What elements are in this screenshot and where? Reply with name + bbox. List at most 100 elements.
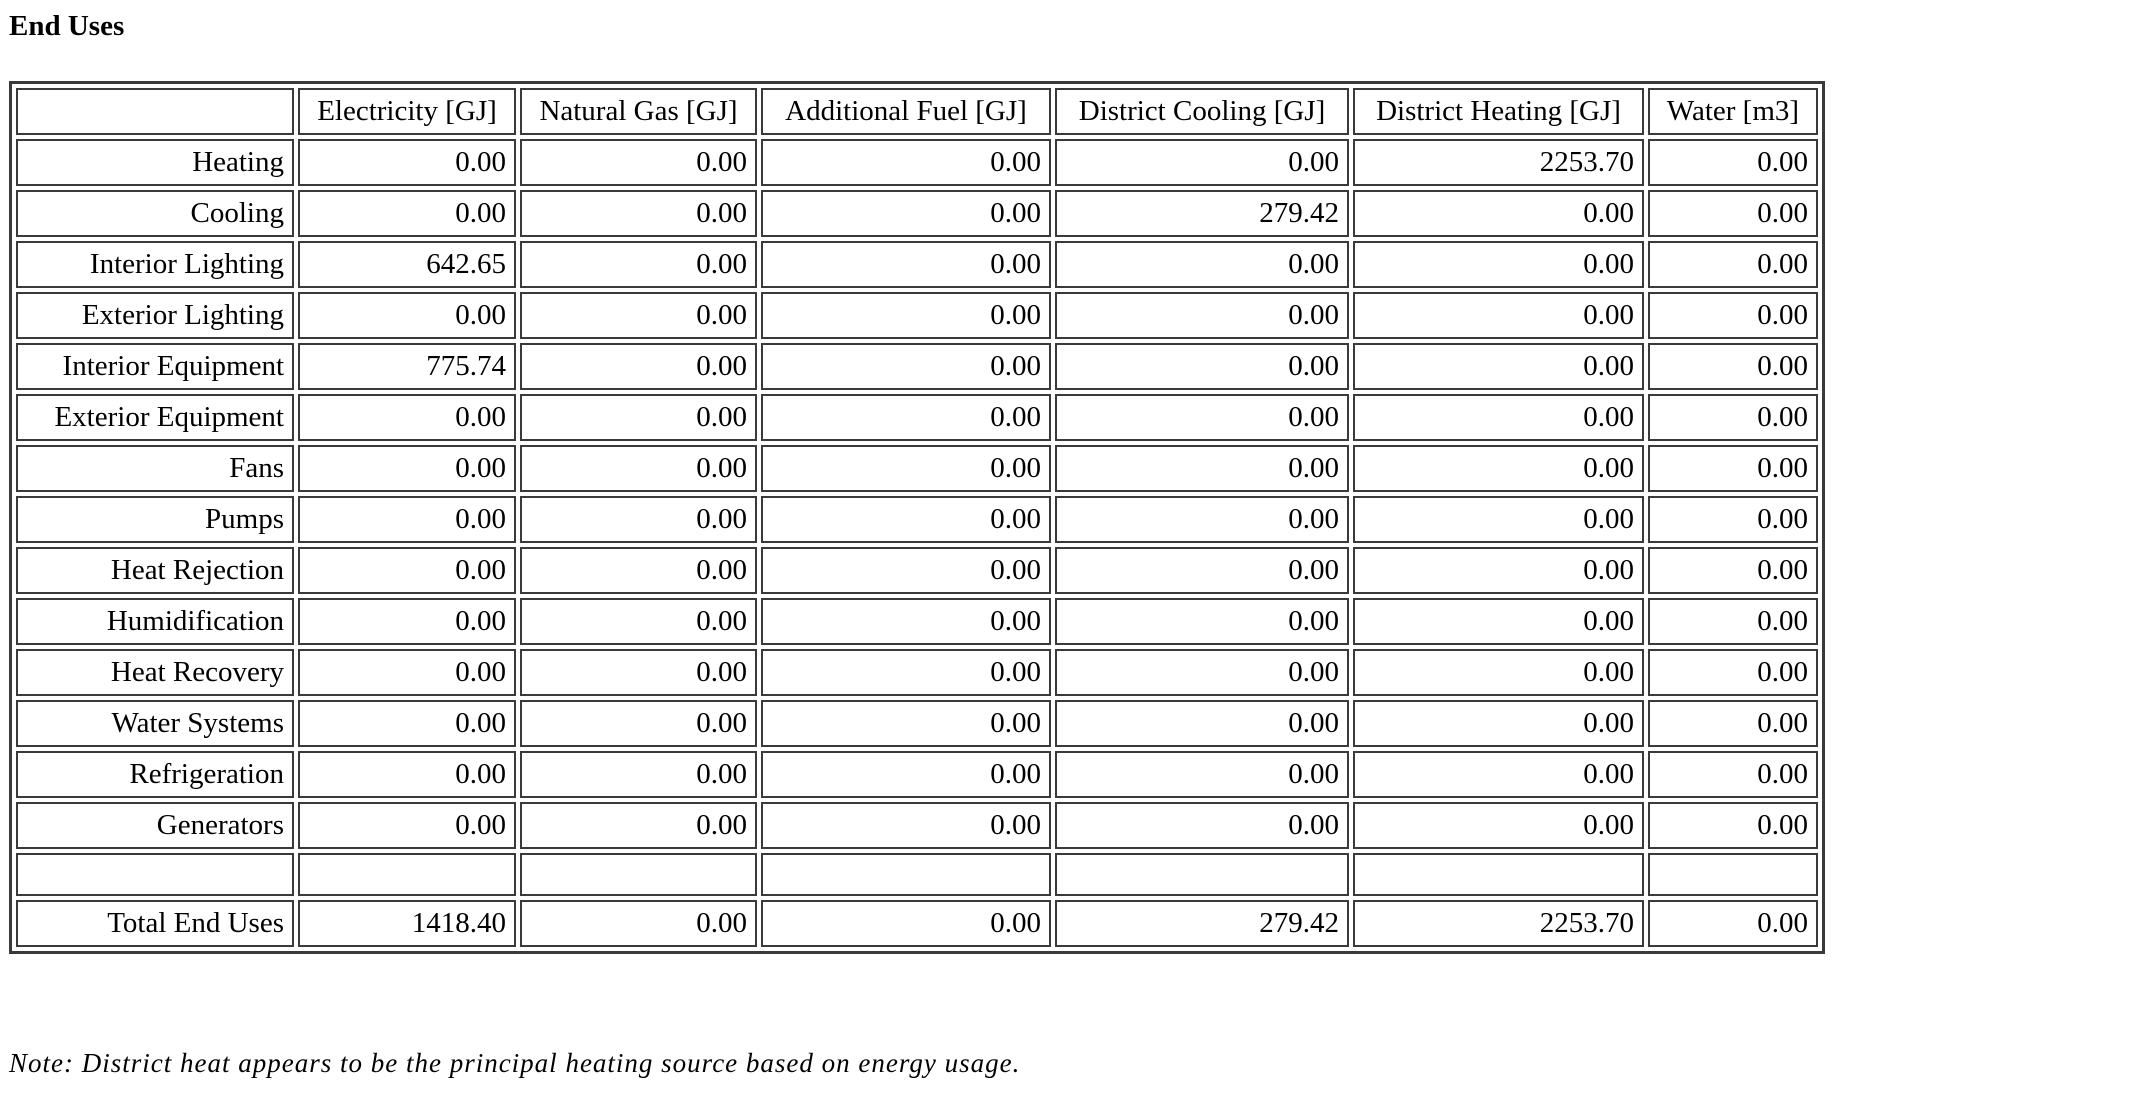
- table-cell: 0.00: [1648, 292, 1818, 339]
- table-cell: 2253.70: [1353, 139, 1644, 186]
- table-cell: 642.65: [298, 241, 516, 288]
- table-row: Interior Equipment 775.74 0.00 0.00 0.00 0.00…: [16, 343, 1818, 390]
- table-cell: 0.00: [1055, 547, 1349, 594]
- table-cell: 0.00: [761, 496, 1051, 543]
- table-cell: 0.00: [761, 802, 1051, 849]
- table-cell: 1418.40: [298, 900, 516, 947]
- table-row: Heat Recovery 0.00 0.00 0.00 0.00 0.00 0.00: [16, 649, 1818, 696]
- table-row: Pumps 0.00 0.00 0.00 0.00 0.00 0.00: [16, 496, 1818, 543]
- row-label-cell: Humidification: [16, 598, 294, 645]
- row-label-cell: Exterior Lighting: [16, 292, 294, 339]
- column-header-natural-gas: Natural Gas [GJ]: [520, 88, 757, 135]
- table-cell: [1353, 853, 1644, 896]
- table-cell: 0.00: [298, 751, 516, 798]
- table-row: Heating 0.00 0.00 0.00 0.00 2253.70 0.00: [16, 139, 1818, 186]
- end-uses-table-body: Electricity [GJ] Natural Gas [GJ] Additi…: [16, 88, 1818, 947]
- table-row: [16, 853, 1818, 896]
- table-cell: 0.00: [761, 190, 1051, 237]
- table-row: Generators 0.00 0.00 0.00 0.00 0.00 0.00: [16, 802, 1818, 849]
- table-cell: 0.00: [520, 343, 757, 390]
- table-cell: 0.00: [520, 394, 757, 441]
- table-cell: 0.00: [1648, 547, 1818, 594]
- table-cell: 0.00: [298, 802, 516, 849]
- table-cell: 0.00: [1648, 241, 1818, 288]
- table-cell: 0.00: [1055, 598, 1349, 645]
- row-label-cell: Heating: [16, 139, 294, 186]
- table-cell: 0.00: [761, 700, 1051, 747]
- table-cell: 0.00: [1353, 598, 1644, 645]
- table-cell: 0.00: [1353, 547, 1644, 594]
- table-header-row: Electricity [GJ] Natural Gas [GJ] Additi…: [16, 88, 1818, 135]
- table-cell: 0.00: [1353, 292, 1644, 339]
- row-label-cell: Water Systems: [16, 700, 294, 747]
- table-row: Cooling 0.00 0.00 0.00 279.42 0.00 0.00: [16, 190, 1818, 237]
- column-header-district-cooling: District Cooling [GJ]: [1055, 88, 1349, 135]
- table-cell: 775.74: [298, 343, 516, 390]
- table-row: Total End Uses 1418.40 0.00 0.00 279.42 2253.…: [16, 900, 1818, 947]
- table-cell: 0.00: [761, 445, 1051, 492]
- table-cell: 0.00: [520, 751, 757, 798]
- table-cell: 0.00: [761, 139, 1051, 186]
- table-cell: 0.00: [1648, 445, 1818, 492]
- row-label-cell: Total End Uses: [16, 900, 294, 947]
- table-cell: 0.00: [1353, 190, 1644, 237]
- table-cell: 0.00: [1055, 496, 1349, 543]
- table-cell: 0.00: [298, 649, 516, 696]
- table-cell: 0.00: [1055, 649, 1349, 696]
- table-cell: 0.00: [298, 139, 516, 186]
- table-cell: 0.00: [1055, 445, 1349, 492]
- table-cell: 0.00: [1648, 802, 1818, 849]
- row-label-cell: Heat Rejection: [16, 547, 294, 594]
- table-cell: 0.00: [761, 598, 1051, 645]
- table-cell: 0.00: [1648, 598, 1818, 645]
- table-cell: 0.00: [1055, 343, 1349, 390]
- table-cell: 0.00: [1055, 139, 1349, 186]
- column-header-water: Water [m3]: [1648, 88, 1818, 135]
- table-cell: 0.00: [1648, 343, 1818, 390]
- table-cell: 279.42: [1055, 190, 1349, 237]
- table-cell: 0.00: [1648, 900, 1818, 947]
- table-cell: [1648, 853, 1818, 896]
- table-cell: 0.00: [298, 445, 516, 492]
- table-cell: 0.00: [520, 802, 757, 849]
- table-cell: 0.00: [520, 598, 757, 645]
- table-cell: 0.00: [1353, 496, 1644, 543]
- row-label-cell: Heat Recovery: [16, 649, 294, 696]
- table-cell: 0.00: [1055, 394, 1349, 441]
- table-cell: 0.00: [520, 241, 757, 288]
- column-header-electricity: Electricity [GJ]: [298, 88, 516, 135]
- table-cell: 0.00: [1648, 751, 1818, 798]
- table-cell: [1055, 853, 1349, 896]
- row-label-cell: Fans: [16, 445, 294, 492]
- table-cell: 0.00: [761, 900, 1051, 947]
- table-cell: 0.00: [761, 241, 1051, 288]
- table-cell: 0.00: [520, 900, 757, 947]
- table-cell: 0.00: [761, 394, 1051, 441]
- table-cell: 0.00: [1353, 751, 1644, 798]
- table-row: Fans 0.00 0.00 0.00 0.00 0.00 0.00: [16, 445, 1818, 492]
- row-label-cell: Exterior Equipment: [16, 394, 294, 441]
- table-cell: 0.00: [1648, 496, 1818, 543]
- table-row: Exterior Equipment 0.00 0.00 0.00 0.00 0.00 0.…: [16, 394, 1818, 441]
- table-cell: 0.00: [298, 496, 516, 543]
- row-label-cell: Cooling: [16, 190, 294, 237]
- table-row: Heat Rejection 0.00 0.00 0.00 0.00 0.00 0.00: [16, 547, 1818, 594]
- table-cell: 0.00: [520, 190, 757, 237]
- table-cell: 0.00: [761, 751, 1051, 798]
- table-cell: 0.00: [1055, 292, 1349, 339]
- row-label-cell: Refrigeration: [16, 751, 294, 798]
- table-cell: [520, 853, 757, 896]
- table-cell: 0.00: [1055, 241, 1349, 288]
- table-corner-cell: [16, 88, 294, 135]
- table-cell: [761, 853, 1051, 896]
- row-label-cell: Pumps: [16, 496, 294, 543]
- note-text: Note: District heat appears to be the pr…: [9, 1048, 1021, 1078]
- table-cell: 0.00: [298, 394, 516, 441]
- table-cell: 0.00: [520, 292, 757, 339]
- table-cell: 0.00: [1648, 139, 1818, 186]
- table-cell: 0.00: [298, 547, 516, 594]
- table-cell: 0.00: [761, 649, 1051, 696]
- table-cell: 0.00: [1648, 649, 1818, 696]
- row-label-cell: Interior Lighting: [16, 241, 294, 288]
- table-cell: 0.00: [1648, 190, 1818, 237]
